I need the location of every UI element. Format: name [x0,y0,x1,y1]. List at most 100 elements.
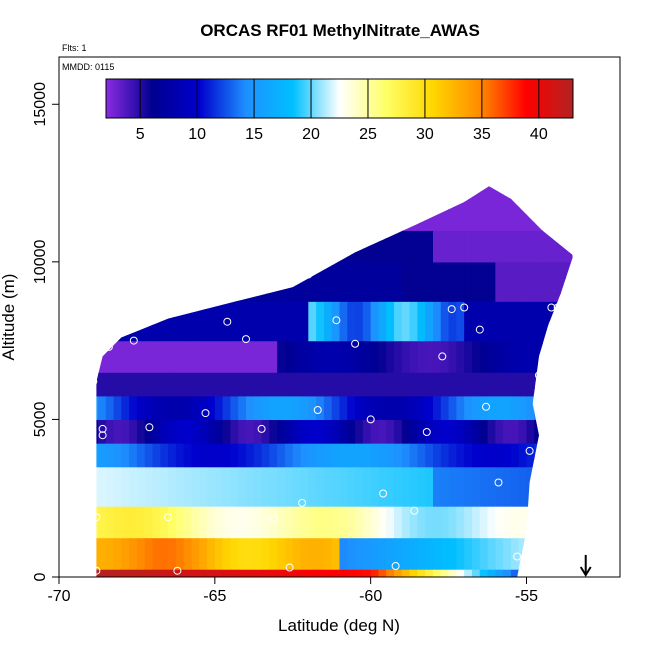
heat-cell [113,269,122,279]
heat-cell [362,190,372,200]
heat-cell [106,175,114,183]
heat-cell [261,545,270,554]
heat-cell [440,380,450,389]
heat-cell [378,435,387,444]
heat-cell [503,553,512,562]
heat-cell [417,186,426,192]
heat-cell [199,206,208,216]
heat-cell [425,482,434,491]
heat-cell [277,175,285,183]
heat-cell [471,427,481,436]
heat-cell [261,380,270,389]
heat-cell [183,521,193,531]
heat-cell [542,372,551,381]
heat-cell [479,222,489,231]
heat-cell [464,222,473,231]
heat-cell [355,340,364,350]
heat-cell [355,293,364,302]
heat-cell [433,301,442,310]
heat-cell [456,466,465,476]
heat-cell [456,214,465,224]
heat-cell [191,372,200,381]
heat-cell [129,269,138,279]
sample-point [547,303,556,312]
heat-cell [168,269,177,279]
heat-cell [97,285,107,294]
heat-cell [549,372,559,381]
heat-cell [433,317,442,326]
heat-cell [440,458,450,468]
heat-cell [175,261,185,271]
heat-cell [549,561,559,570]
heat-cell [121,403,130,413]
heat-cell [425,545,434,554]
heat-cell [347,537,356,547]
heat-cell [230,553,239,562]
plot-frame [58,56,621,578]
heat-cell [230,450,239,460]
heat-cell [565,301,574,310]
heat-cell [97,569,107,577]
heat-cell [144,269,154,279]
heat-cell [191,356,200,365]
heat-cell [246,277,255,287]
heat-cell [121,466,130,476]
heat-cell [347,317,356,326]
heat-cell [121,553,130,562]
heat-cell [207,537,216,547]
heat-cell [464,293,473,302]
sample-point [460,303,469,312]
heat-cell [113,521,122,531]
heat-cell [168,230,177,239]
heat-cell [386,356,395,365]
heat-cell [581,522,589,530]
heat-cell [394,561,403,570]
heat-cell [253,506,263,515]
heat-cell [277,277,286,287]
heat-cell [433,348,442,357]
heat-cell [144,332,154,342]
heat-cell [549,214,559,224]
sample-point [475,325,484,334]
heat-cell [214,529,224,539]
heat-cell [526,356,535,365]
heat-cell [222,269,232,279]
heat-cell [152,561,161,570]
heat-cell [121,395,130,405]
heat-cell [308,277,317,287]
heat-cell [284,206,294,216]
heat-cell [378,261,387,271]
heat-cell [96,277,99,287]
heat-cell [121,246,130,255]
heat-cell [97,324,107,334]
heat-cell [565,458,574,468]
heat-cell [573,222,574,231]
heat-cell [253,427,263,436]
heat-cell [440,246,450,255]
heat-cell [526,529,535,539]
heat-cell [199,474,208,484]
heat-cell [230,277,239,287]
heat-cell [168,175,176,183]
heat-cell [487,356,496,365]
heat-cell [238,380,247,389]
heat-cell [448,450,457,460]
heat-cell [378,238,387,247]
heat-cell [105,466,115,476]
heat-cell [97,364,107,373]
heat-cell [409,198,419,208]
heat-cell [121,411,130,421]
heat-cell [386,324,395,334]
heat-cell [549,545,559,554]
heat-cell [495,301,504,310]
heat-cell [199,309,208,318]
heat-cell [495,246,504,255]
heat-cell [526,246,535,255]
heat-cell [340,175,348,183]
heat-cell [183,309,193,318]
heat-cell [96,332,99,342]
heat-cell [557,285,567,294]
heat-cell [269,419,278,428]
heat-cell [284,521,294,531]
heat-cell [581,372,589,380]
